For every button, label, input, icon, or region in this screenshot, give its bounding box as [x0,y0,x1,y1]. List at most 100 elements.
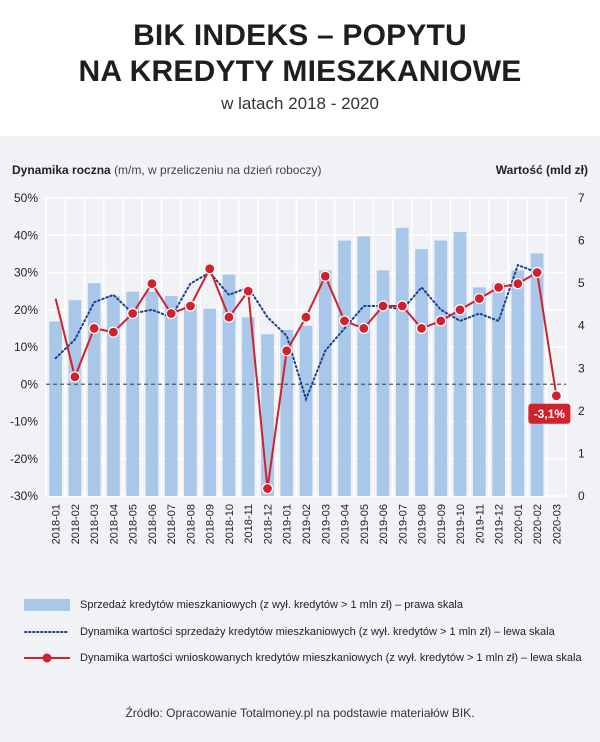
data-point-red [338,315,351,327]
left-tick-label: 30% [14,266,38,280]
data-point-red [127,307,139,320]
data-point-red [146,278,158,290]
x-tick-label: 2019-10 [455,504,467,544]
bar [145,291,159,496]
data-point-red [69,371,81,383]
bar [453,232,467,497]
left-tick-label: 40% [14,228,38,242]
legend-swatch-bars [24,599,70,611]
bar [203,308,217,496]
bar [107,295,120,496]
right-axis-title: Wartość (mld zł) [496,163,588,177]
bar [318,270,332,496]
x-tick-label: 2019-06 [378,504,390,544]
x-tick-label: 2018-11 [243,504,255,544]
right-tick-label: 7 [578,191,585,205]
x-tick-label: 2019-05 [359,504,371,544]
data-point-red [415,322,428,334]
annotation-label: -3,1% [534,407,566,421]
left-tick-label: -30% [10,489,38,503]
data-point-red [396,300,408,312]
left-tick-label: -10% [10,415,38,429]
x-tick-label: 2018-06 [147,504,159,544]
bar [68,300,82,496]
x-tick-label: 2018-10 [224,504,236,544]
title-line-1: BIK INDEKS – POPYTU [133,19,467,52]
bar [472,287,486,496]
left-tick-label: 50% [14,191,38,205]
left-tick-label: 20% [14,303,38,317]
x-tick-label: 2018-04 [108,504,120,544]
data-point-red [550,390,562,402]
right-axis-title-text: Wartość (mld zł) [495,163,588,177]
source-note: Źródło: Opracowanie Totalmoney.pl na pod… [125,706,475,720]
bar [241,317,255,496]
x-tick-label: 2018-09 [205,504,217,544]
left-axis-title: Dynamika roczna (m/m, w przeliczeniu na … [12,163,321,177]
bar [126,291,140,496]
right-tick-label: 1 [578,446,585,460]
bar [87,283,101,496]
bar [492,283,505,496]
bar [376,270,390,496]
bar [395,227,409,497]
left-axis-title-note: (m/m, w przeliczeniu na dzień roboczy) [114,163,322,177]
right-tick-label: 3 [578,361,585,375]
right-tick-label: 4 [578,319,585,333]
x-tick-label: 2018-08 [185,504,197,544]
chart-title: BIK INDEKS – POPYTU NA KREDYTY MIESZKANI… [0,18,600,90]
x-tick-label: 2018-05 [128,504,140,544]
data-point-red [281,345,293,357]
data-point-red [165,307,177,320]
data-point-red [435,315,447,327]
x-tick-label: 2019-02 [301,504,313,544]
legend-label-bars: Sprzedaż kredytów mieszkaniowych (z wył.… [80,599,463,611]
bar [511,270,525,496]
data-point-red [107,326,120,338]
right-tick-label: 5 [578,276,585,290]
x-tick-label: 2019-03 [320,504,332,544]
x-tick-label: 2018-12 [262,504,274,544]
data-point-red [184,300,197,312]
bar [434,240,448,496]
x-tick-label: 2019-07 [397,504,409,544]
x-tick-label: 2019-08 [417,504,429,544]
bar [530,253,544,496]
left-axis-title-bold: Dynamika roczna [12,163,111,177]
bar [261,334,274,496]
x-tick-label: 2019-04 [340,504,352,544]
right-tick-label: 2 [578,404,585,418]
x-tick-label: 2020-02 [532,504,544,544]
data-point-red [319,270,331,282]
right-tick-label: 0 [578,489,585,503]
left-tick-label: 0% [21,377,39,391]
left-tick-label: 10% [14,340,38,354]
left-tick-label: -20% [10,452,38,466]
chart-subtitle: w latach 2018 - 2020 [221,94,379,113]
bar [222,274,236,496]
data-point-red [492,281,505,293]
data-point-red [261,482,274,495]
x-tick-label: 2019-01 [282,504,294,544]
right-tick-label: 6 [578,234,585,248]
x-tick-label: 2019-12 [494,504,506,544]
bar [299,325,313,496]
data-point-red [531,266,543,279]
legend-label-red: Dynamika wartości wnioskowanych kredytów… [80,652,582,664]
annotation-box [528,403,571,424]
data-point-red [377,300,389,312]
data-point-red [88,322,100,334]
bar [164,295,178,496]
bar [415,249,428,496]
x-tick-label: 2018-07 [166,504,178,544]
legend-item-dotted: Dynamika wartości sprzedaży kredytów mie… [24,623,584,643]
bar [338,240,351,496]
data-point-red [358,322,370,334]
bar [49,321,62,496]
data-point-red [454,304,466,316]
annotation-callout: -3,1% [528,403,571,424]
bar [184,304,197,496]
legend-item-bars: Sprzedaż kredytów mieszkaniowych (z wył.… [24,596,584,616]
legend-swatch-dotted [24,631,70,633]
